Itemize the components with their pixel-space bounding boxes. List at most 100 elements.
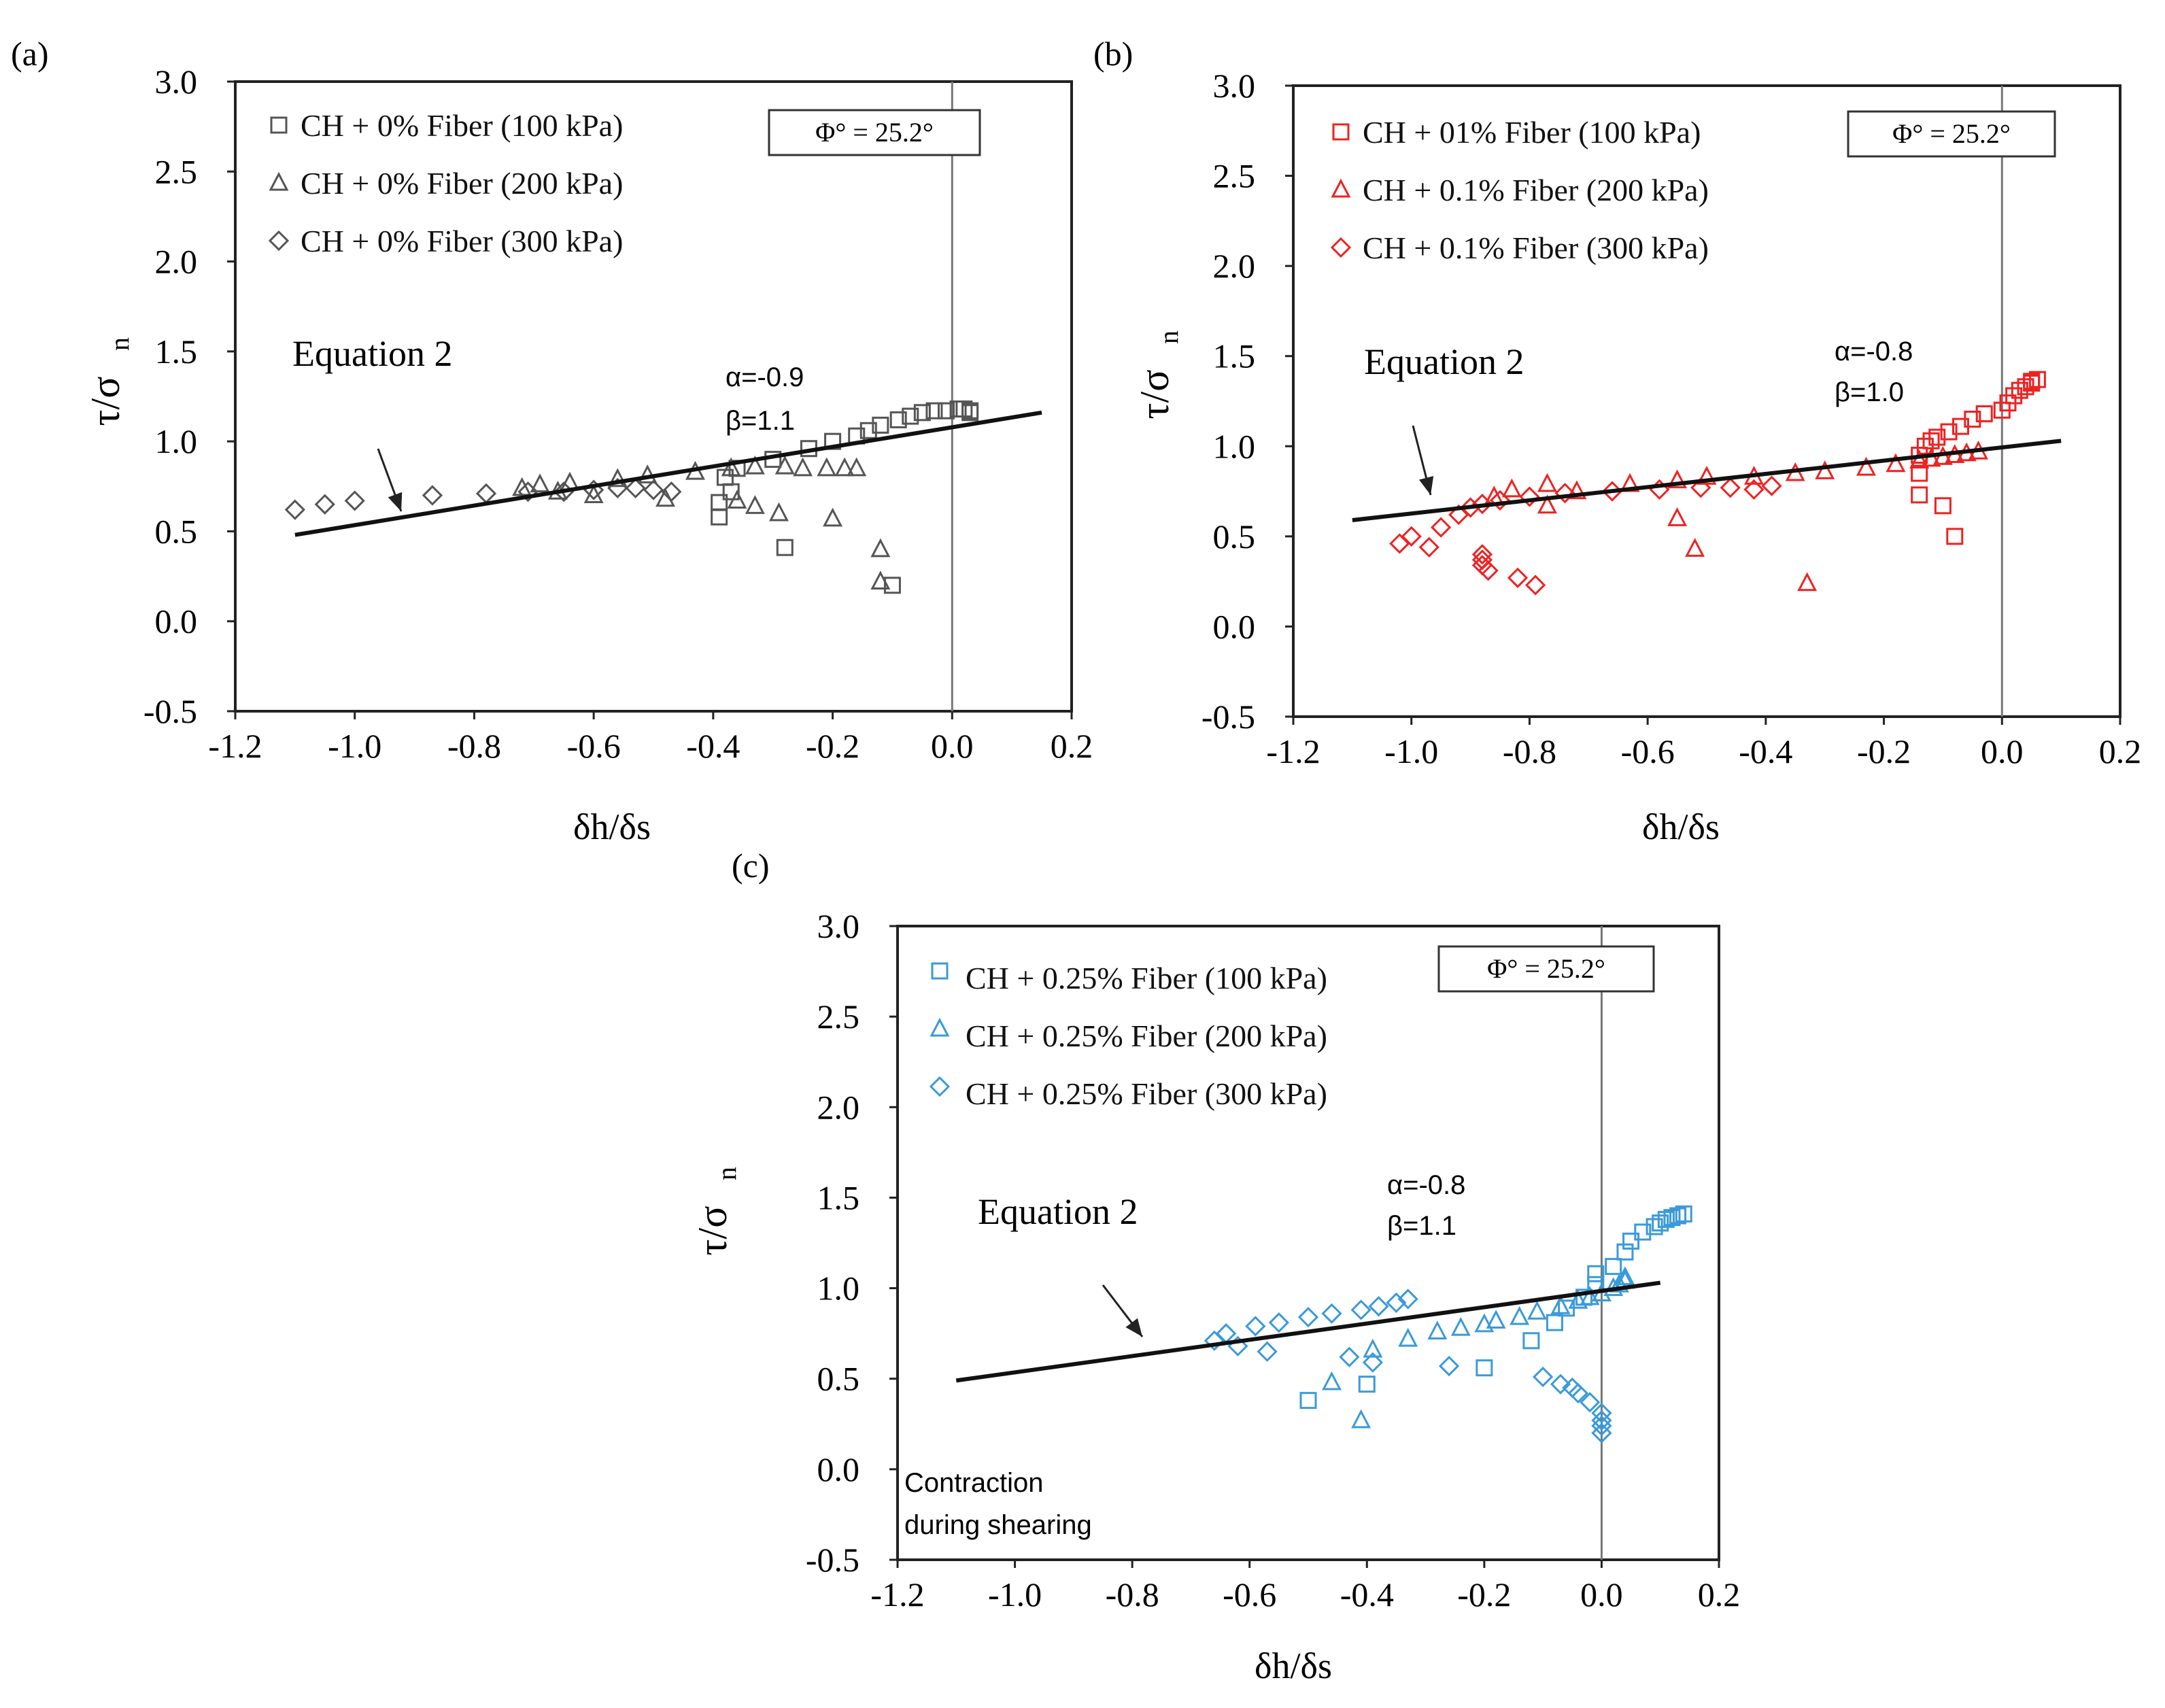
y-tick-label: -0.5 [1201,698,1255,736]
data-point-triangle [530,473,550,493]
data-point-triangle [1510,1305,1530,1325]
data-point-square [1934,497,1951,515]
plot-frame [234,80,1073,713]
data-point-diamond [517,481,539,502]
y-tick-label: 1.0 [1213,427,1256,465]
beta-label-a: β=1.1 [726,406,795,436]
x-tick-label: -0.4 [1739,732,1792,770]
data-point-triangle [1474,1313,1495,1333]
y-tick-label: 1.5 [155,332,198,371]
data-point-square [1946,528,1964,545]
data-point-diamond [1257,1341,1278,1362]
data-point-triangle [1667,469,1688,489]
data-point-diamond [284,499,305,520]
data-point-triangle [1909,449,1930,468]
data-point-diamond [1321,1303,1342,1324]
panel-label-b: (b) [1093,35,1133,73]
legend-marker-square [270,116,288,134]
data-point-triangle [1568,1289,1588,1309]
legend-marker-diamond [929,1076,951,1097]
data-point-square [902,407,919,425]
legend-label-a-100: CH + 0% Fiber (100 kPa) [301,108,623,143]
x-tick-label: -1.2 [870,1575,924,1613]
data-point-square [1940,423,1958,441]
legend-label-c-300: CH + 0.25% Fiber (300 kPa) [966,1076,1327,1111]
data-point-triangle [1450,1316,1471,1336]
y-tick-label: 2.0 [817,1088,860,1126]
data-point-diamond [1533,1366,1554,1388]
panel-b: (b) -1.2 -1.0 -0.8 -0.6 -0.4 -0.2 0.0 0.2 -0.5 0.… [1093,35,2141,847]
phi-label-a: Φ° = 25.2° [815,117,934,148]
data-point-triangle [769,502,789,522]
y-tick-label: 0.5 [817,1360,860,1398]
y-tick-label: 2.5 [817,997,860,1036]
data-point-triangle [745,495,765,514]
panel-c: (c) -1.2 -1.0 -0.8 -0.6 -0.4 -0.2 0.0 0.2 -0.5 0.… [690,847,1740,1686]
y-tick-label: 0.0 [155,602,198,640]
data-point-diamond [1690,477,1711,498]
y-tick-label: 0.0 [1213,607,1256,645]
x-tick-label: -0.2 [806,727,859,765]
data-point-triangle [870,570,891,590]
data-point-square [2005,387,2023,405]
data-point-diamond [1339,1346,1360,1367]
x-tick-label: -0.8 [1503,732,1556,770]
data-point-diamond [625,477,646,499]
legend-label-c-100: CH + 0.25% Fiber (100 kPa) [966,961,1327,995]
data-point-square [1652,1214,1669,1232]
data-point-diamond [1438,1355,1460,1377]
data-point-diamond [643,479,664,500]
data-point-diamond [1761,475,1782,496]
equation-arrow-head [388,492,403,511]
equation-label-b: Equation 2 [1364,341,1524,382]
data-point-triangle [1815,460,1835,479]
plot-area-c: -1.2 -1.0 -0.8 -0.6 -0.4 -0.2 0.0 0.2 -0.5 0.0 0.5… [806,907,1740,1613]
y-tick-label: 2.5 [1213,157,1256,195]
data-point-square [1546,1314,1563,1331]
x-tick-label: -0.8 [447,727,501,765]
legend-marker-square [1332,123,1350,141]
data-point-diamond [1567,1382,1589,1404]
plot-frame [896,925,1720,1561]
legend-label-b-200: CH + 0.1% Fiber (200 kPa) [1363,173,1709,207]
data-point-diamond [1245,1316,1266,1337]
data-point-triangle [721,457,741,477]
x-tick-label: -0.8 [1106,1575,1159,1613]
phi-box-a [768,109,981,156]
data-point-triangle [1685,538,1705,557]
fit-line [955,1280,1661,1383]
y-axis-label-main-a: τ/σ [83,376,128,426]
data-point-triangle [1567,480,1587,500]
data-point-triangle [1537,494,1557,514]
data-point-diamond [1397,1288,1418,1310]
data-point-triangle [1580,1286,1600,1305]
legend-label-a-300: CH + 0% Fiber (300 kPa) [301,224,623,258]
legend-label-c-200: CH + 0.25% Fiber (200 kPa) [966,1019,1327,1053]
data-point-square [2023,373,2041,390]
data-point-diamond [1362,1352,1384,1373]
equation-arrow-head [1418,476,1434,495]
y-tick-label: 1.0 [817,1269,860,1308]
data-point-square [2028,371,2046,388]
data-point-triangle [1363,1338,1383,1358]
legend-marker-triangle [269,171,289,191]
data-point-diamond [1591,1415,1612,1437]
legend-marker-diamond [1330,237,1352,258]
data-point-square [913,404,931,422]
x-tick-label: -0.6 [1223,1575,1276,1613]
x-tick-label: -0.6 [567,727,621,765]
y-tick-label: 1.0 [155,422,198,460]
fit-line [294,410,1042,537]
data-point-square [955,400,973,418]
data-point-square [1587,1265,1605,1282]
data-point-square [961,404,979,422]
data-point-diamond [661,481,682,502]
contraction-label-1: Contraction [904,1468,1044,1498]
data-point-square [1675,1205,1692,1223]
data-point-triangle [1322,1371,1342,1390]
data-point-square [711,494,728,511]
data-point-diamond [1478,560,1499,581]
beta-label-b: β=1.0 [1835,377,1904,407]
data-point-diamond [1350,1299,1371,1320]
